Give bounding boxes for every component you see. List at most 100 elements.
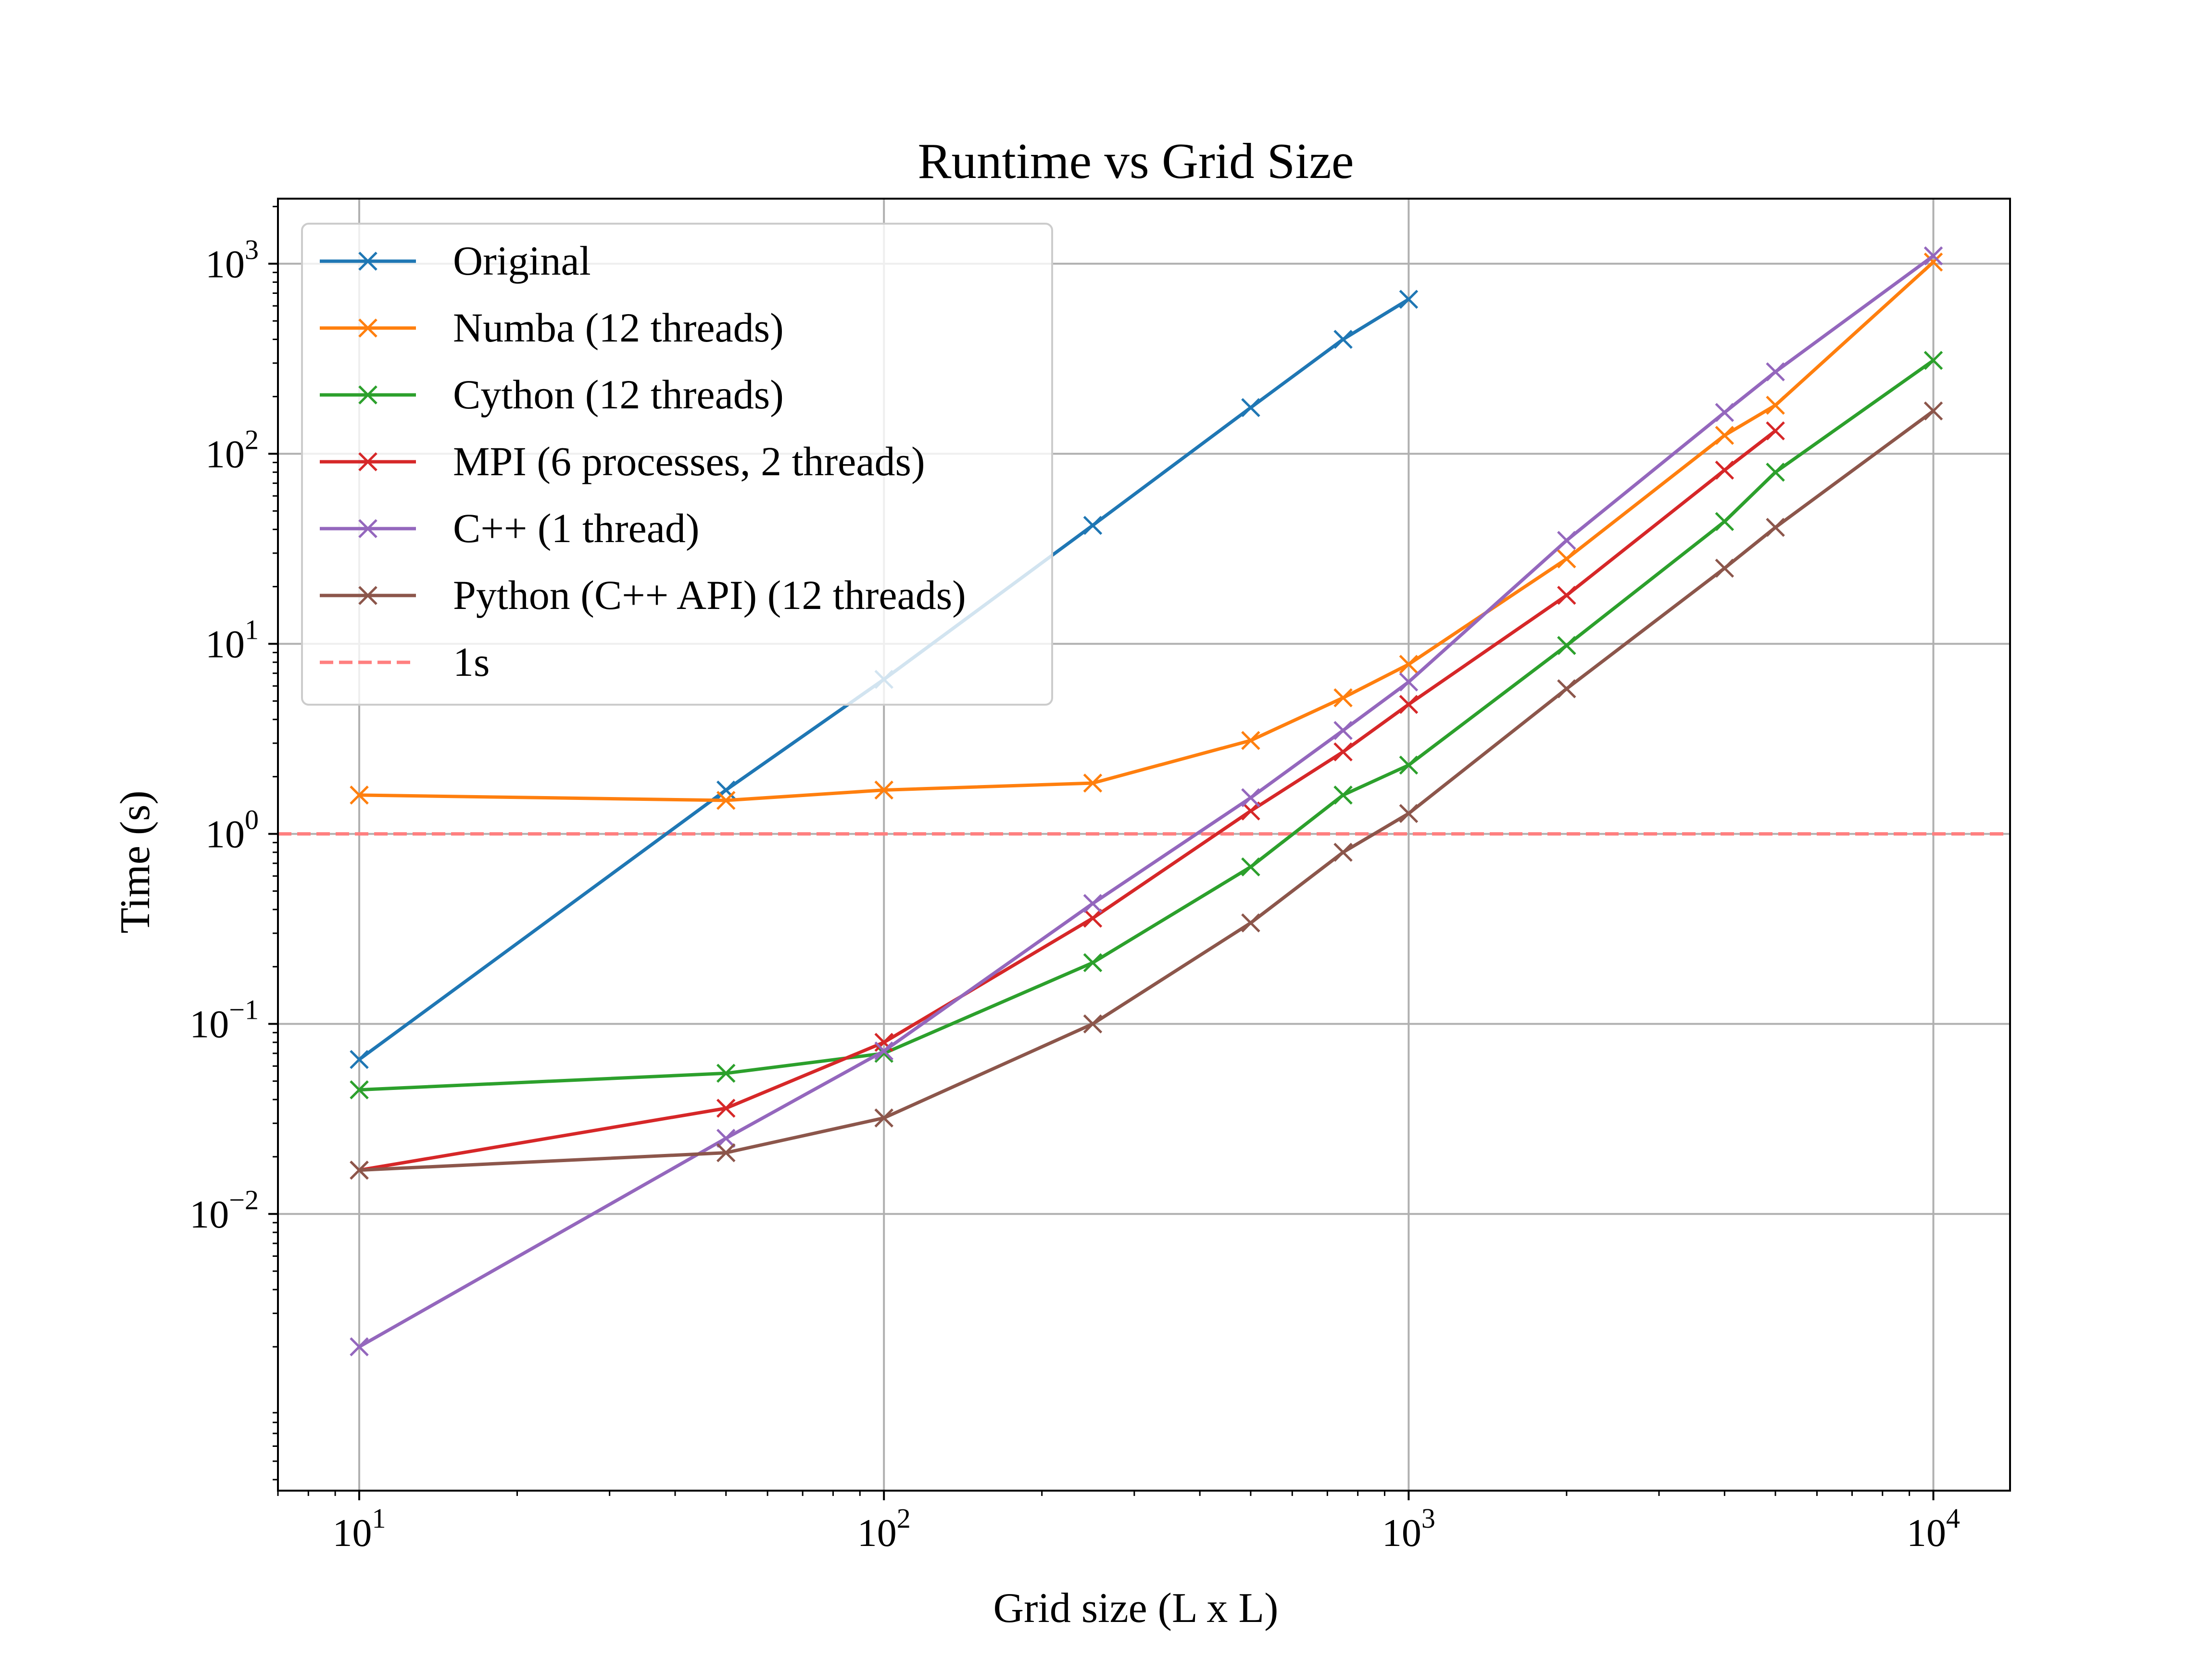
data-point-marker (1241, 788, 1260, 808)
data-point-marker (350, 1050, 369, 1069)
data-point-marker (1715, 558, 1734, 578)
data-point-marker (1923, 401, 1943, 421)
data-point-marker (1766, 462, 1785, 482)
legend-label: Python (C++ API) (12 threads) (453, 572, 966, 618)
legend-label: 1s (453, 639, 490, 685)
data-point-marker (1399, 290, 1419, 309)
data-point-marker (716, 1128, 736, 1148)
data-point-marker (1766, 518, 1785, 537)
legend-marker (358, 385, 377, 405)
series-0 (350, 290, 1419, 1069)
y-tick-label: 100 (205, 804, 259, 856)
data-point-marker (716, 1099, 736, 1118)
data-point-marker (1557, 531, 1576, 550)
y-tick-label: 101 (205, 614, 259, 666)
legend-label: MPI (6 processes, 2 threads) (453, 438, 925, 484)
data-point-marker (874, 780, 893, 800)
legend-item: Cython (12 threads) (320, 371, 784, 418)
x-tick-label: 101 (333, 1503, 386, 1555)
data-point-marker (874, 1108, 893, 1127)
data-point-marker (350, 1337, 369, 1356)
chart-title: Runtime vs Grid Size (917, 133, 1354, 189)
data-point-marker (1715, 460, 1734, 480)
data-point-marker (1333, 688, 1353, 708)
data-point-marker (1241, 857, 1260, 877)
legend-item: Numba (12 threads) (320, 304, 784, 351)
data-point-marker (1557, 585, 1576, 605)
data-point-marker (1083, 894, 1103, 913)
legend-box (301, 223, 1053, 706)
legend-label: Cython (12 threads) (453, 371, 784, 418)
data-point-marker (1766, 362, 1785, 381)
legend-marker (358, 452, 377, 471)
series-2 (350, 351, 1943, 1100)
legend: Original Numba (12 threads) Cython (12 thr… (301, 223, 1053, 706)
data-point-marker (716, 791, 736, 810)
legend-marker (358, 318, 377, 338)
data-point-marker (1923, 351, 1943, 370)
data-point-marker (1241, 913, 1260, 933)
data-point-marker (1715, 512, 1734, 532)
axis-ticks: 101 102 103 104 10−2 10−1 100 101 102 103 (189, 205, 1960, 1555)
legend-item: Python (C++ API) (12 threads) (320, 572, 966, 618)
y-tick-label: 10−1 (189, 994, 259, 1046)
data-point-marker (1083, 1014, 1103, 1034)
data-point-marker (1333, 843, 1353, 862)
data-point-marker (1083, 953, 1103, 973)
data-point-marker (874, 1041, 893, 1061)
data-point-marker (1083, 516, 1103, 535)
series-5 (350, 401, 1943, 1180)
data-point-marker (350, 785, 369, 805)
data-point-marker (1399, 655, 1419, 674)
data-point-marker (1923, 253, 1943, 272)
data-point-marker (1241, 731, 1260, 750)
plot-frame (277, 198, 2011, 1492)
x-tick-label: 103 (1382, 1503, 1435, 1555)
legend-label: Numba (12 threads) (453, 304, 784, 351)
data-point-marker (1333, 785, 1353, 805)
data-point-marker (1241, 801, 1260, 821)
data-point-marker (1557, 549, 1576, 569)
data-point-marker (350, 1160, 369, 1180)
data-point-marker (1557, 679, 1576, 698)
data-point-marker (1715, 403, 1734, 422)
legend-item: C++ (1 thread) (320, 505, 700, 551)
y-tick-label: 10−2 (189, 1184, 259, 1236)
data-point-marker (1333, 742, 1353, 761)
legend-marker (358, 519, 377, 538)
data-point-marker (1923, 246, 1943, 266)
data-point-marker (1399, 804, 1419, 823)
data-point-marker (1766, 395, 1785, 415)
data-point-marker (1715, 426, 1734, 445)
y-axis-label: Time (s) (112, 790, 159, 933)
data-point-marker (1083, 909, 1103, 928)
legend-label: Original (453, 238, 591, 284)
data-point-marker (1399, 755, 1419, 775)
series-4 (350, 246, 1943, 1356)
series-layer (350, 246, 1943, 1356)
x-axis-label: Grid size (L x L) (993, 1585, 1279, 1632)
y-tick-label: 102 (205, 424, 259, 476)
legend-marker (358, 586, 377, 605)
data-point-marker (1766, 421, 1785, 441)
data-point-marker (1083, 773, 1103, 793)
legend-marker (358, 252, 377, 271)
data-point-marker (350, 1080, 369, 1100)
data-point-marker (1241, 398, 1260, 418)
series-line (359, 429, 1777, 1172)
legend-item: 1s (320, 639, 490, 685)
x-tick-label: 104 (1907, 1503, 1960, 1555)
data-point-marker (1399, 672, 1419, 692)
legend-item: MPI (6 processes, 2 threads) (320, 438, 925, 484)
data-point-marker (1333, 721, 1353, 740)
data-point-marker (1333, 329, 1353, 349)
data-point-marker (1557, 636, 1576, 655)
legend-item: Original (320, 238, 591, 284)
series-1 (350, 253, 1943, 810)
legend-label: C++ (1 thread) (453, 505, 700, 551)
data-point-marker (716, 1143, 736, 1163)
data-point-marker (716, 1064, 736, 1083)
data-point-marker (1399, 695, 1419, 714)
y-tick-label: 103 (205, 234, 259, 286)
